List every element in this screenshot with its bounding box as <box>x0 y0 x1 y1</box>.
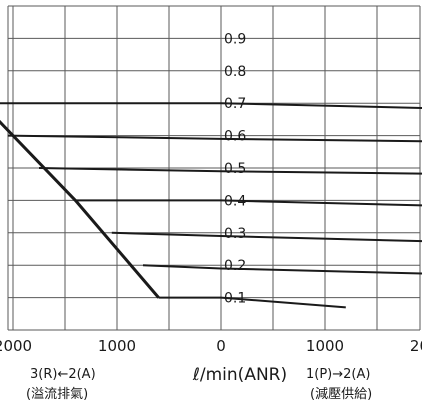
y-tick-label: 0.1 <box>224 291 246 307</box>
y-tick-label: 0.7 <box>224 96 246 112</box>
x-tick-label: 1000 <box>98 337 136 355</box>
y-tick-label: 0.8 <box>224 64 246 80</box>
right-annotation-line1: 1(P)→2(A) <box>306 367 370 382</box>
series-line <box>38 167 422 175</box>
y-tick-label: 0.9 <box>224 31 246 47</box>
x-tick-label: 2000 <box>0 337 32 355</box>
x-tick-label: 2000 <box>410 337 422 355</box>
x-axis-ticks: 2000 1000 0 1000 2000 <box>0 337 422 355</box>
y-axis-ticks: 0.1 0.2 0.3 0.4 0.5 0.6 0.7 0.8 0.9 <box>224 31 246 306</box>
y-tick-label: 0.6 <box>224 129 246 145</box>
left-annotation-line2: (溢流排氣) <box>26 387 88 402</box>
x-tick-label: 1000 <box>306 337 344 355</box>
right-annotation-line2: (減壓供給) <box>310 386 372 402</box>
series-line <box>75 199 422 207</box>
y-tick-label: 0.5 <box>224 161 246 177</box>
series-line <box>0 102 422 110</box>
y-tick-label: 0.3 <box>224 226 246 242</box>
x-axis-label: ℓ/min(ANR) <box>192 365 287 385</box>
y-tick-label: 0.4 <box>224 193 246 209</box>
x-tick-label: 0 <box>216 337 226 355</box>
series-line <box>158 296 346 309</box>
series-line <box>7 134 422 143</box>
chart-series <box>0 102 422 309</box>
left-annotation-line1: 3(R)←2(A) <box>30 367 96 382</box>
y-tick-label: 0.2 <box>224 258 246 274</box>
relief-envelope-line <box>0 119 160 299</box>
series-line <box>142 264 422 275</box>
series-line <box>111 231 422 243</box>
